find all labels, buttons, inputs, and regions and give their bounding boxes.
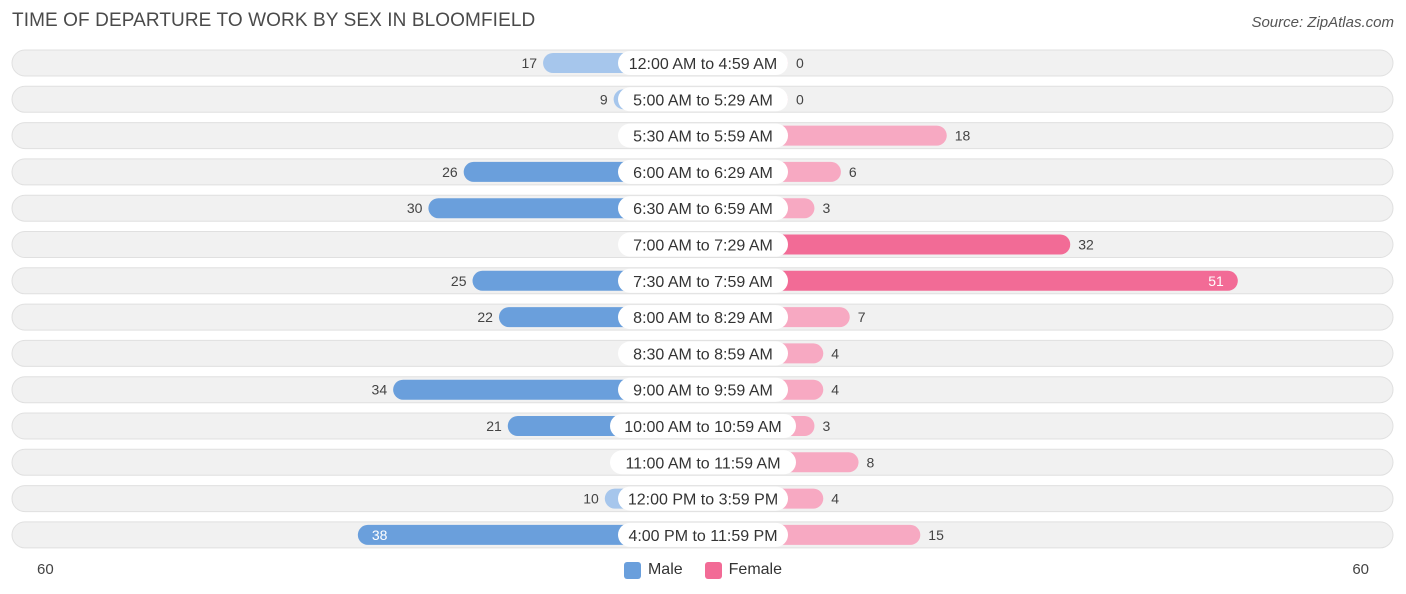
category-label: 12:00 AM to 4:59 AM xyxy=(629,56,778,73)
value-label-male: 38 xyxy=(372,527,388,543)
value-label-female: 4 xyxy=(831,382,839,398)
value-label-male: 30 xyxy=(407,200,423,216)
legend: Male Female xyxy=(0,558,1406,582)
value-label-female: 8 xyxy=(867,454,875,470)
category-pill xyxy=(618,51,788,75)
category-pill xyxy=(610,450,796,475)
category-label: 4:00 PM to 11:59 PM xyxy=(628,528,777,545)
chart-title: TIME OF DEPARTURE TO WORK BY SEX IN BLOO… xyxy=(12,10,536,31)
category-label: 7:00 AM to 7:29 AM xyxy=(633,238,773,255)
value-label-female: 32 xyxy=(1078,237,1094,253)
value-label-male: 26 xyxy=(442,164,458,180)
value-label-female: 15 xyxy=(928,527,944,543)
value-label-male: 25 xyxy=(451,273,467,289)
value-label-female: 0 xyxy=(796,91,804,107)
category-pill xyxy=(618,87,788,112)
value-label-male: 22 xyxy=(477,309,493,325)
category-label: 12:00 PM to 3:59 PM xyxy=(628,492,778,509)
value-label-male: 9 xyxy=(600,91,608,107)
legend-item-male: Male xyxy=(623,561,683,579)
category-pill xyxy=(618,268,788,293)
category-pill xyxy=(618,159,788,184)
category-label: 8:30 AM to 8:59 AM xyxy=(633,346,773,363)
value-label-female: 7 xyxy=(858,309,866,325)
category-label: 5:30 AM to 5:59 AM xyxy=(633,129,773,146)
category-pill xyxy=(618,486,788,511)
category-label: 9:00 AM to 9:59 AM xyxy=(633,383,773,400)
legend-swatch-male xyxy=(623,561,641,579)
legend-label-male: Male xyxy=(647,561,683,578)
category-label: 11:00 AM to 11:59 AM xyxy=(625,455,780,472)
value-label-male: 17 xyxy=(521,55,537,71)
value-label-female: 6 xyxy=(849,164,857,180)
category-label: 7:30 AM to 7:59 AM xyxy=(633,274,773,291)
category-label: 5:00 AM to 5:29 AM xyxy=(633,92,773,109)
category-pill xyxy=(618,196,788,221)
chart-area: 17 0 12:00 AM to 4:59 AM 9 0 5:00 AM to 5:29 … xyxy=(11,49,1394,549)
legend-label-female: Female xyxy=(728,561,783,578)
axis-tick-right: 60 xyxy=(1352,561,1369,578)
source-label: Source: ZipAtlas.com xyxy=(1251,14,1394,31)
value-label-female: 0 xyxy=(796,55,804,71)
category-pill xyxy=(618,305,788,330)
value-label-female: 18 xyxy=(955,128,971,144)
value-label-female: 51 xyxy=(1208,273,1224,289)
category-pill xyxy=(610,414,796,438)
axis-tick-left: 60 xyxy=(37,561,54,578)
legend-swatch-female xyxy=(704,561,722,579)
value-label-male: 10 xyxy=(583,491,599,507)
category-pill xyxy=(618,123,788,148)
value-label-male: 34 xyxy=(372,382,388,398)
category-pill xyxy=(618,522,788,547)
category-pill xyxy=(618,377,788,402)
value-label-female: 3 xyxy=(822,200,830,216)
category-pill xyxy=(618,341,788,366)
category-label: 6:30 AM to 6:59 AM xyxy=(633,201,773,218)
category-label: 10:00 AM to 10:59 AM xyxy=(624,419,781,436)
bar-female xyxy=(683,270,1238,291)
category-label: 6:00 AM to 6:29 AM xyxy=(633,165,773,182)
value-label-female: 4 xyxy=(831,491,839,507)
value-label-female: 3 xyxy=(822,418,830,434)
value-label-female: 4 xyxy=(831,345,839,361)
legend-item-female: Female xyxy=(704,561,783,579)
category-label: 8:00 AM to 8:29 AM xyxy=(633,310,773,327)
value-label-male: 21 xyxy=(486,418,502,434)
category-pill xyxy=(618,232,788,257)
